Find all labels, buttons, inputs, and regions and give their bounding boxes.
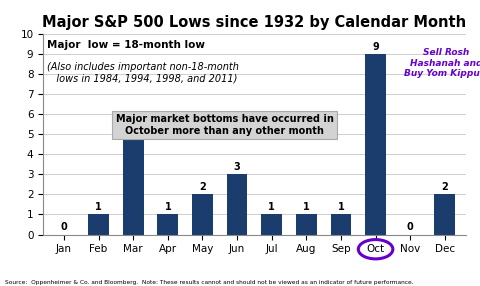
Text: 2: 2 [199, 182, 206, 192]
Text: Major market bottoms have occurred in
October more than any other month: Major market bottoms have occurred in Oc… [116, 114, 334, 136]
Bar [123, 134, 144, 235]
Bar [296, 214, 317, 235]
Bar [365, 54, 386, 235]
Text: Major  low = 18-month low: Major low = 18-month low [48, 40, 205, 50]
Bar [227, 174, 248, 235]
Text: 0: 0 [407, 222, 414, 232]
Text: 1: 1 [95, 202, 102, 212]
Text: 0: 0 [60, 222, 67, 232]
Text: 2: 2 [442, 182, 448, 192]
Text: 9: 9 [372, 42, 379, 52]
Bar [192, 194, 213, 235]
Text: Source:  Oppenheimer & Co. and Bloomberg.  Note: These results cannot and should: Source: Oppenheimer & Co. and Bloomberg.… [5, 280, 413, 285]
Title: Major S&P 500 Lows since 1932 by Calendar Month: Major S&P 500 Lows since 1932 by Calenda… [42, 15, 467, 30]
Text: 1: 1 [268, 202, 275, 212]
Text: 1: 1 [303, 202, 310, 212]
Bar [261, 214, 282, 235]
Text: Sell Rosh
Hashanah and
Buy Yom Kippur?: Sell Rosh Hashanah and Buy Yom Kippur? [404, 48, 480, 78]
Text: (Also includes important non-18-month
   lows in 1984, 1994, 1998, and 2011): (Also includes important non-18-month lo… [48, 62, 240, 84]
Text: 1: 1 [165, 202, 171, 212]
Bar [88, 214, 109, 235]
Text: 5: 5 [130, 122, 137, 132]
Text: 3: 3 [234, 162, 240, 172]
Bar [331, 214, 351, 235]
Bar [157, 214, 178, 235]
Bar [434, 194, 455, 235]
Text: 1: 1 [337, 202, 344, 212]
